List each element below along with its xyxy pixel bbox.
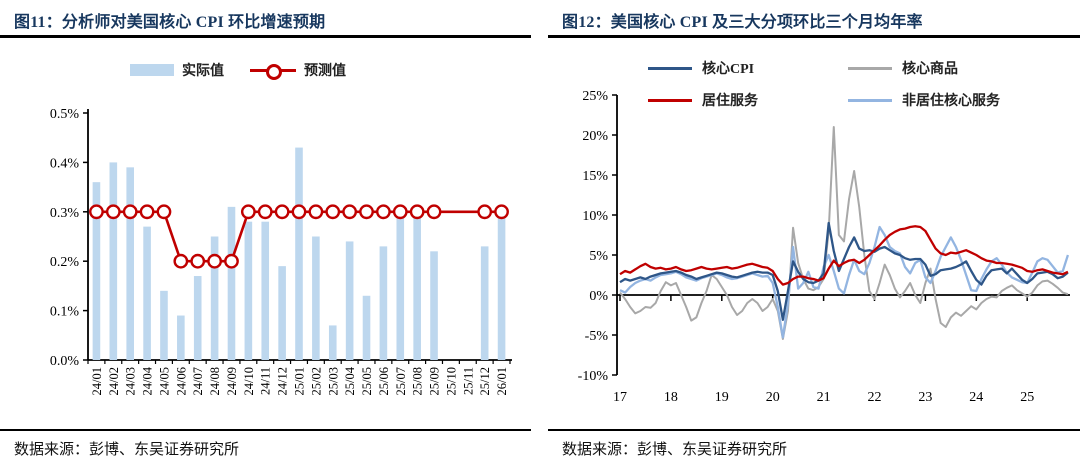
- svg-text:26/01: 26/01: [495, 367, 509, 395]
- housing-services-line-icon: [648, 98, 692, 102]
- svg-text:24/12: 24/12: [276, 367, 290, 395]
- svg-text:22: 22: [868, 390, 882, 405]
- core-goods-line-icon: [848, 66, 892, 70]
- line-marker-swatch-icon: [250, 63, 296, 80]
- svg-text:24/11: 24/11: [259, 367, 273, 395]
- legend-item-non-housing-core-services: 非居住核心服务: [848, 90, 1080, 110]
- svg-text:25/05: 25/05: [360, 367, 374, 395]
- svg-text:10%: 10%: [582, 209, 608, 224]
- svg-text:24/04: 24/04: [141, 366, 155, 395]
- fig12-title: 图12：美国核心 CPI 及三大分项环比三个月均年率: [562, 14, 923, 31]
- svg-text:24/03: 24/03: [124, 367, 138, 395]
- svg-text:0.4%: 0.4%: [50, 156, 80, 171]
- svg-text:23: 23: [918, 390, 932, 405]
- svg-text:0.5%: 0.5%: [50, 107, 80, 122]
- svg-text:24/06: 24/06: [174, 367, 188, 395]
- fig12-bottom-rule: [548, 429, 1080, 431]
- svg-text:24/08: 24/08: [208, 367, 222, 395]
- svg-text:24/01: 24/01: [90, 367, 104, 395]
- legend-label-forecast: 预测值: [304, 64, 346, 79]
- fig11-title: 图11：分析师对美国核心 CPI 环比增速预期: [14, 14, 326, 31]
- svg-text:19: 19: [715, 390, 729, 405]
- legend-item-housing-services: 居住服务: [648, 90, 848, 110]
- svg-text:17: 17: [613, 390, 627, 405]
- core-cpi-line-icon: [648, 66, 692, 70]
- svg-text:25/12: 25/12: [478, 367, 492, 395]
- svg-text:24/09: 24/09: [225, 367, 239, 395]
- svg-text:25/06: 25/06: [377, 367, 391, 395]
- svg-text:0.1%: 0.1%: [50, 305, 80, 320]
- svg-text:25%: 25%: [582, 89, 608, 104]
- svg-text:24/10: 24/10: [242, 367, 256, 395]
- legend-label-core-goods: 核心商品: [902, 62, 958, 77]
- fig11-legend: 实际值 预测值: [130, 60, 346, 80]
- svg-text:0.0%: 0.0%: [50, 354, 80, 369]
- svg-text:25/08: 25/08: [411, 367, 425, 395]
- svg-text:18: 18: [664, 390, 678, 405]
- svg-text:25/04: 25/04: [343, 366, 357, 395]
- fig12-source: 数据来源：彭博、东吴证券研究所: [562, 442, 788, 458]
- svg-text:20: 20: [766, 390, 780, 405]
- legend-label-actual: 实际值: [182, 64, 224, 79]
- svg-text:25/01: 25/01: [293, 367, 307, 395]
- svg-text:5%: 5%: [589, 249, 608, 264]
- legend-item-actual: 实际值: [130, 60, 224, 80]
- fig11-bar-chart: 0.0%0.1%0.2%0.3%0.4%0.5%24/01 24/02 24/03 2…: [50, 107, 512, 395]
- svg-text:15%: 15%: [582, 169, 608, 184]
- legend-item-forecast: 预测值: [250, 60, 346, 80]
- non-housing-core-services-line-icon: [848, 98, 892, 102]
- svg-text:24/02: 24/02: [107, 367, 121, 395]
- svg-text:21: 21: [817, 390, 831, 405]
- svg-text:25/07: 25/07: [394, 367, 408, 395]
- legend-label-core-cpi: 核心CPI: [702, 62, 755, 77]
- fig12-line-chart: -10% -5% 0% 5% 10% 15% 20% 25% 17 18 19 20 21 22 23 24 2…: [578, 89, 1070, 405]
- svg-text:-5%: -5%: [585, 329, 609, 344]
- fig11-source: 数据来源：彭博、东吴证券研究所: [14, 442, 240, 458]
- svg-text:25/03: 25/03: [326, 367, 340, 395]
- svg-text:25/09: 25/09: [428, 367, 442, 395]
- legend-label-non-housing-core-services: 非居住核心服务: [902, 94, 1000, 109]
- svg-text:0.3%: 0.3%: [50, 206, 80, 221]
- fig11-bottom-rule: [0, 429, 531, 431]
- legend-item-core-cpi: 核心CPI: [648, 58, 848, 78]
- svg-text:24/05: 24/05: [157, 367, 171, 395]
- svg-text:-10%: -10%: [578, 369, 609, 384]
- svg-text:0.2%: 0.2%: [50, 255, 80, 270]
- svg-text:25: 25: [1020, 390, 1034, 405]
- legend-label-housing-services: 居住服务: [702, 94, 758, 109]
- bar-swatch-icon: [130, 64, 174, 76]
- svg-text:25/02: 25/02: [309, 367, 323, 395]
- svg-text:0%: 0%: [589, 289, 608, 304]
- svg-text:25/10: 25/10: [444, 367, 458, 395]
- svg-text:24: 24: [969, 390, 983, 405]
- legend-item-core-goods: 核心商品: [848, 58, 1080, 78]
- svg-text:24/07: 24/07: [191, 367, 205, 395]
- svg-text:20%: 20%: [582, 129, 608, 144]
- fig11-title-rule: [0, 35, 531, 38]
- svg-text:25/11: 25/11: [461, 367, 475, 395]
- fig12-title-rule: [548, 35, 1080, 38]
- fig12-legend: 核心CPI 核心商品 居住服务 非居住核心服务: [648, 58, 1080, 110]
